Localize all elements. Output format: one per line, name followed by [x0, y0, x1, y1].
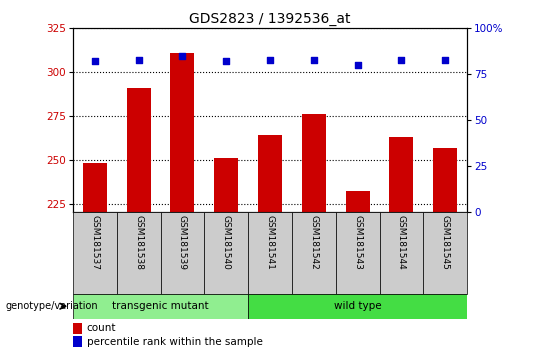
Point	[222, 59, 231, 64]
Bar	[160, 212, 204, 294]
Text: GSM181538: GSM181538	[134, 215, 143, 270]
Text: GSM181545: GSM181545	[441, 215, 450, 270]
Text: GSM181541: GSM181541	[266, 215, 274, 270]
Bar	[126, 88, 151, 212]
Point	[91, 59, 99, 64]
Point	[178, 53, 187, 59]
Text: wild type: wild type	[334, 301, 381, 311]
Bar	[302, 114, 326, 212]
Text: percentile rank within the sample: percentile rank within the sample	[87, 337, 262, 347]
Bar	[204, 212, 248, 294]
Bar	[214, 158, 238, 212]
Bar	[83, 163, 107, 212]
Bar	[292, 212, 336, 294]
Text: GSM181539: GSM181539	[178, 215, 187, 270]
Bar	[73, 336, 82, 347]
Bar	[380, 212, 423, 294]
Point	[397, 57, 406, 62]
Bar	[73, 323, 82, 334]
Text: GSM181543: GSM181543	[353, 215, 362, 270]
Bar	[423, 212, 467, 294]
Bar	[336, 212, 380, 294]
Bar	[73, 294, 248, 319]
Point	[134, 57, 143, 62]
Bar	[433, 148, 457, 212]
Bar	[389, 137, 414, 212]
Point	[309, 57, 318, 62]
Bar	[248, 294, 467, 319]
Text: transgenic mutant: transgenic mutant	[112, 301, 209, 311]
Bar	[346, 192, 370, 212]
Point	[441, 57, 449, 62]
Bar	[248, 212, 292, 294]
Bar	[117, 212, 160, 294]
Text: count: count	[87, 323, 116, 333]
Bar	[170, 53, 194, 212]
Point	[266, 57, 274, 62]
Bar	[258, 135, 282, 212]
Text: GSM181540: GSM181540	[222, 215, 231, 270]
Title: GDS2823 / 1392536_at: GDS2823 / 1392536_at	[189, 12, 351, 26]
Text: GSM181542: GSM181542	[309, 215, 318, 270]
Point	[353, 62, 362, 68]
Text: GSM181544: GSM181544	[397, 215, 406, 270]
Text: genotype/variation: genotype/variation	[5, 301, 98, 311]
Bar	[73, 212, 117, 294]
Text: GSM181537: GSM181537	[90, 215, 99, 270]
